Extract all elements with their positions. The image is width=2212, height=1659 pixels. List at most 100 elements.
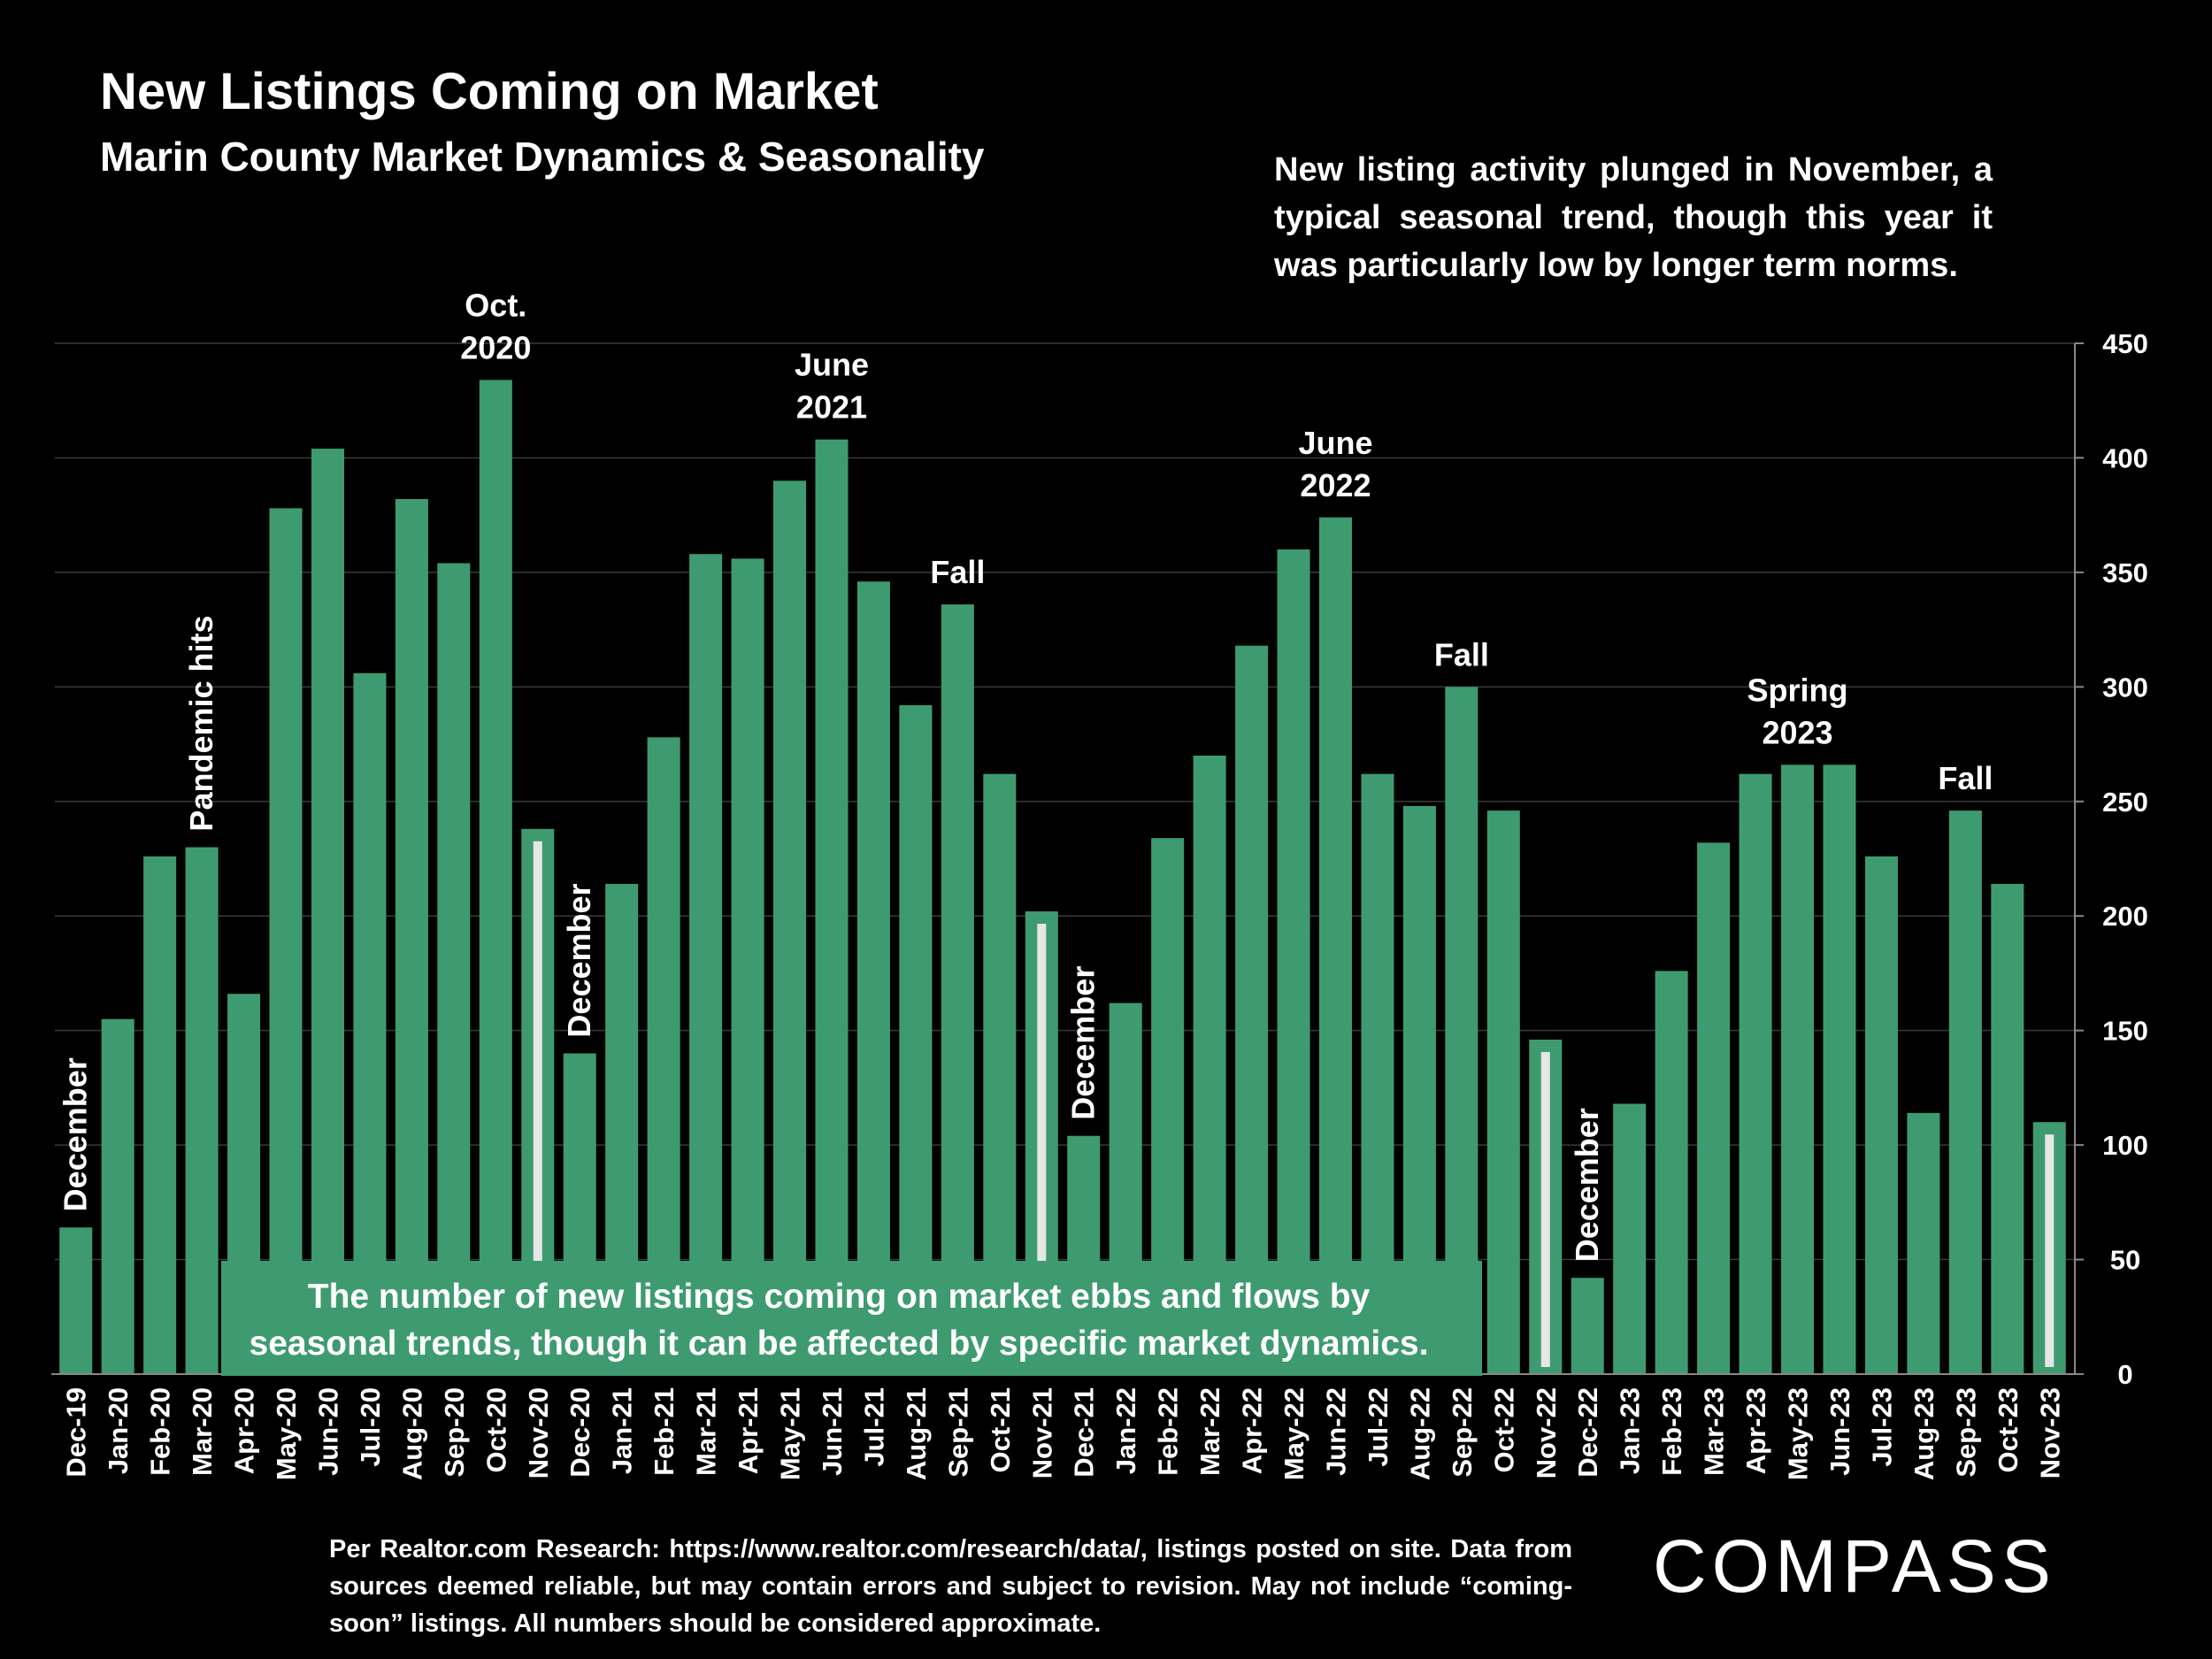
highlight-marker	[2045, 1134, 2055, 1367]
annotation-label: June	[1298, 425, 1372, 461]
x-tick-label: Sep-21	[942, 1387, 973, 1478]
x-tick-label: May-23	[1783, 1387, 1814, 1480]
x-tick-label: May-21	[775, 1387, 806, 1480]
x-tick-label: Sep-22	[1447, 1387, 1478, 1478]
bar	[311, 449, 344, 1375]
bar	[1571, 1278, 1604, 1374]
callout-text: seasonal trends, though it can be affect…	[250, 1325, 1429, 1363]
x-tick-label: Aug-22	[1404, 1387, 1435, 1480]
highlight-marker	[533, 841, 542, 1367]
bar	[941, 604, 974, 1374]
x-tick-label: Feb-23	[1656, 1387, 1687, 1476]
y-tick-label: 250	[2102, 787, 2148, 818]
callout-box	[221, 1261, 1482, 1376]
x-tick-label: Jun-20	[312, 1387, 343, 1476]
x-tick-label: Jun-22	[1320, 1387, 1351, 1476]
x-tick-label: Apr-21	[733, 1387, 764, 1474]
highlight-marker	[1037, 924, 1047, 1367]
annotation-label: June	[795, 347, 869, 383]
y-tick-label: 350	[2102, 557, 2148, 588]
x-tick-label: Dec-20	[565, 1387, 595, 1478]
bar	[1948, 810, 1982, 1374]
x-tick-label: Mar-20	[187, 1387, 218, 1476]
bar	[1697, 842, 1731, 1374]
x-tick-label: Nov-23	[2034, 1387, 2065, 1479]
bar	[143, 856, 177, 1374]
x-tick-label: Feb-20	[145, 1387, 176, 1476]
x-tick-label: Dec-21	[1069, 1387, 1100, 1478]
x-tick-label: Apr-22	[1237, 1387, 1268, 1474]
annotation-label: 2020	[460, 329, 531, 365]
bar	[731, 558, 764, 1374]
bar	[1781, 764, 1815, 1374]
bar	[269, 508, 303, 1374]
bar	[815, 439, 849, 1374]
x-tick-label: Aug-21	[901, 1387, 932, 1480]
x-tick-label: Jan-21	[607, 1387, 638, 1474]
x-tick-label: Jun-21	[817, 1387, 848, 1476]
x-tick-label: Nov-22	[1531, 1387, 1562, 1479]
bar	[1445, 687, 1479, 1374]
x-tick-label: Jul-22	[1363, 1387, 1394, 1467]
bar	[1907, 1112, 1940, 1374]
x-tick-label: Nov-20	[523, 1387, 554, 1479]
x-tick-label: Mar-21	[691, 1387, 722, 1476]
bar	[1991, 883, 2024, 1374]
annotation-label: 2023	[1762, 714, 1832, 750]
bar	[1277, 549, 1310, 1374]
x-tick-label: Oct-21	[985, 1387, 1016, 1472]
annotation-label: 2021	[796, 389, 867, 426]
x-tick-label: Jan-22	[1110, 1387, 1141, 1474]
bar	[353, 672, 387, 1374]
y-tick-label: 400	[2102, 442, 2148, 473]
x-tick-label: Jan-20	[103, 1387, 134, 1474]
annotation-label: Fall	[1434, 636, 1489, 672]
bar	[395, 499, 428, 1374]
y-tick-label: 100	[2102, 1130, 2148, 1161]
x-tick-label: May-22	[1279, 1387, 1310, 1480]
bar	[185, 847, 219, 1374]
bar	[773, 480, 807, 1374]
annotation-label: Fall	[930, 554, 985, 590]
bar	[1318, 517, 1352, 1374]
annotation-label: December	[58, 1057, 94, 1211]
x-tick-label: Feb-22	[1153, 1387, 1184, 1476]
x-tick-label: Dec-22	[1572, 1387, 1603, 1478]
annotation-label: 2022	[1300, 467, 1371, 503]
annotation-label: December	[1065, 966, 1102, 1120]
annotation-label: Oct.	[465, 287, 526, 323]
x-tick-label: Oct-20	[480, 1387, 511, 1472]
bar	[1655, 971, 1688, 1374]
x-tick-label: Jul-20	[355, 1387, 386, 1467]
x-tick-label: Mar-23	[1699, 1387, 1730, 1476]
x-tick-label: Apr-20	[229, 1387, 260, 1474]
bar	[1486, 810, 1520, 1374]
x-tick-label: Oct-22	[1488, 1387, 1519, 1472]
bar	[1613, 1103, 1647, 1374]
y-tick-label: 0	[2117, 1359, 2132, 1390]
y-tick-label: 450	[2102, 328, 2148, 359]
bar	[101, 1018, 134, 1374]
compass-logo: COMPASS	[1653, 1525, 2056, 1608]
x-tick-label: Feb-21	[649, 1387, 680, 1476]
annotation-label: Spring	[1747, 672, 1848, 708]
x-tick-label: Jul-23	[1866, 1387, 1897, 1467]
y-tick-label: 300	[2102, 672, 2148, 703]
x-tick-label: Aug-23	[1909, 1387, 1939, 1480]
y-tick-label: 150	[2102, 1016, 2148, 1047]
x-tick-label: Mar-22	[1194, 1387, 1225, 1476]
x-tick-label: Oct-23	[1993, 1387, 2024, 1472]
source-footnote: Per Realtor.com Research: https://www.re…	[329, 1535, 1572, 1638]
x-tick-label: Sep-20	[439, 1387, 470, 1478]
commentary-note: New listing activity plunged in November…	[1274, 151, 1993, 284]
bar	[437, 563, 471, 1374]
chart-title: New Listings Coming on Market	[100, 63, 879, 120]
annotation-label: December	[561, 883, 597, 1037]
highlight-marker	[1540, 1052, 1550, 1367]
x-tick-label: Aug-20	[396, 1387, 427, 1480]
x-tick-label: Jul-21	[858, 1387, 889, 1467]
x-tick-label: Sep-23	[1950, 1387, 1981, 1478]
bar	[689, 554, 723, 1374]
bar	[1864, 856, 1898, 1374]
annotation-label: December	[1569, 1108, 1605, 1262]
